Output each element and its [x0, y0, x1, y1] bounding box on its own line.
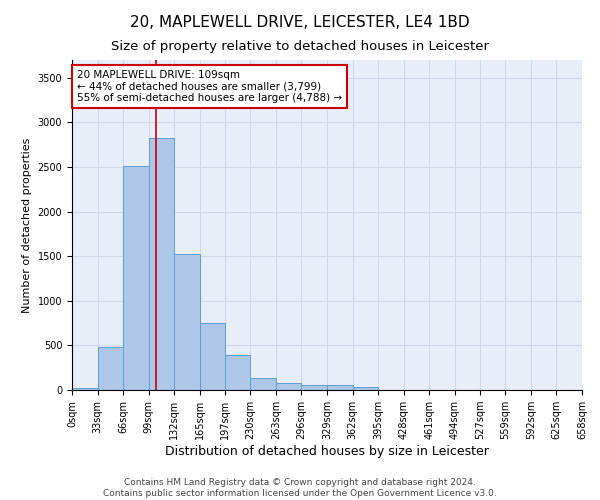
- Bar: [200, 323, 226, 390]
- Text: Size of property relative to detached houses in Leicester: Size of property relative to detached ho…: [111, 40, 489, 53]
- Text: 20 MAPLEWELL DRIVE: 109sqm
← 44% of detached houses are smaller (3,799)
55% of s: 20 MAPLEWELL DRIVE: 109sqm ← 44% of deta…: [77, 70, 342, 103]
- Bar: [175, 254, 200, 390]
- Bar: [353, 388, 378, 390]
- Text: Contains HM Land Registry data © Crown copyright and database right 2024.
Contai: Contains HM Land Registry data © Crown c…: [103, 478, 497, 498]
- Bar: [301, 384, 327, 390]
- Text: 20, MAPLEWELL DRIVE, LEICESTER, LE4 1BD: 20, MAPLEWELL DRIVE, LEICESTER, LE4 1BD: [130, 15, 470, 30]
- X-axis label: Distribution of detached houses by size in Leicester: Distribution of detached houses by size …: [165, 445, 489, 458]
- Bar: [149, 138, 175, 390]
- Bar: [72, 388, 98, 390]
- Bar: [123, 166, 149, 390]
- Bar: [250, 378, 276, 390]
- Bar: [224, 355, 250, 390]
- Bar: [98, 347, 123, 390]
- Bar: [276, 384, 301, 390]
- Bar: [327, 384, 353, 390]
- Y-axis label: Number of detached properties: Number of detached properties: [22, 138, 32, 312]
